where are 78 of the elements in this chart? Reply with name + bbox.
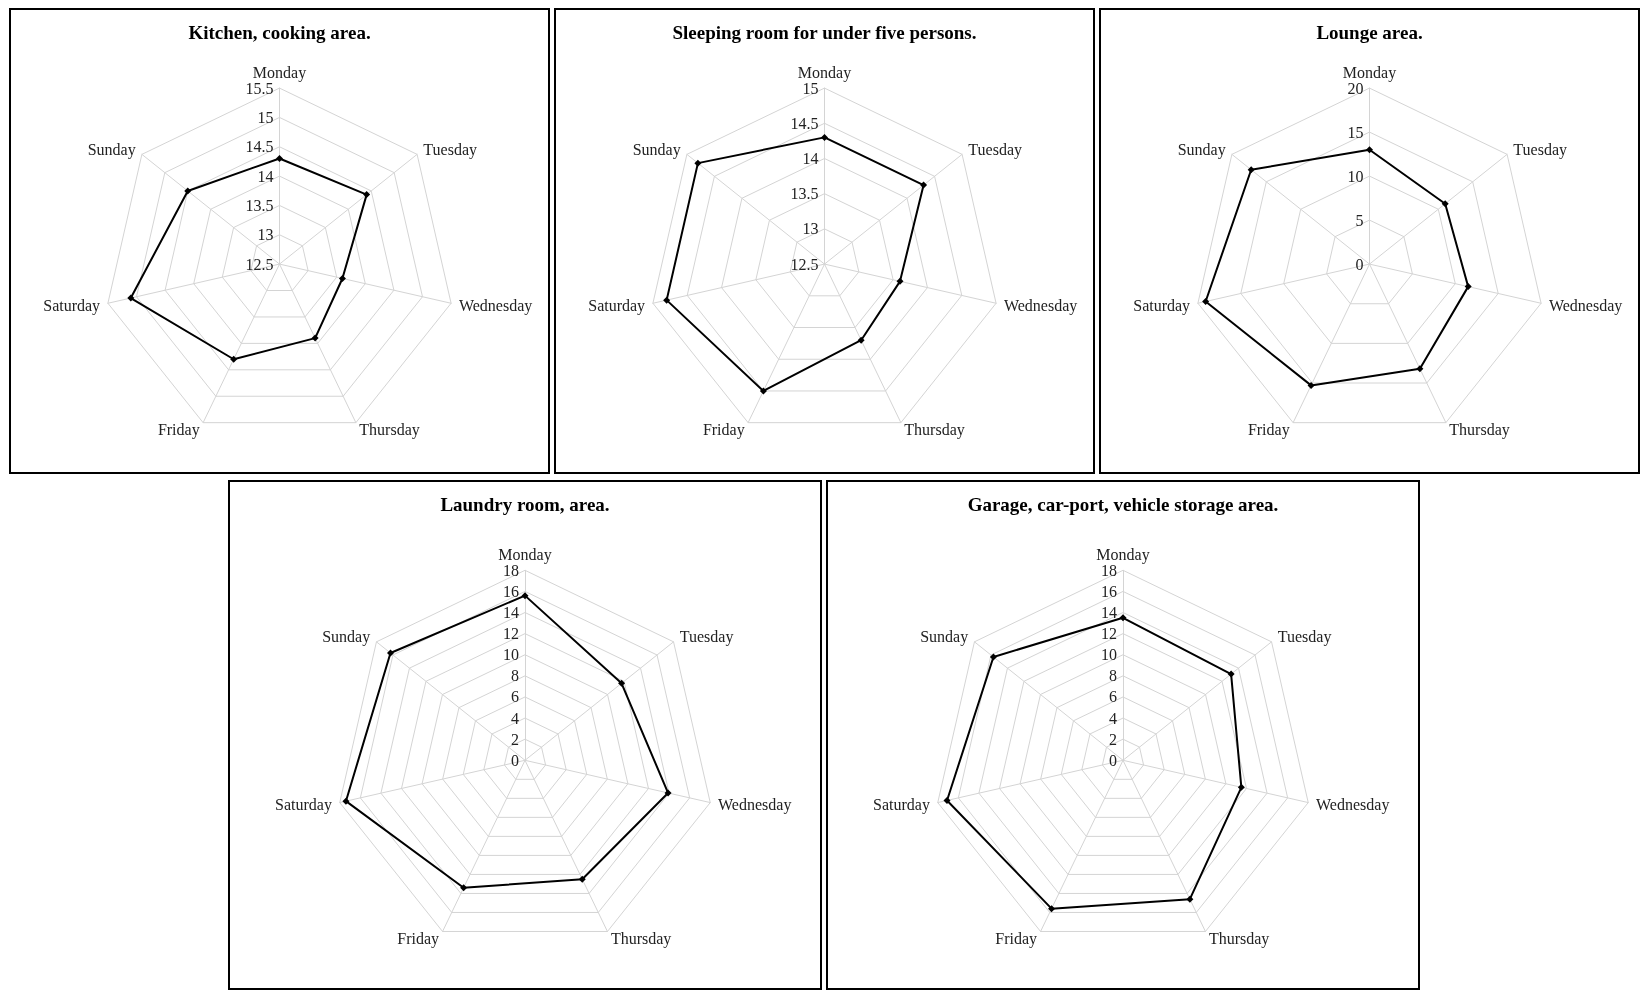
spoke-label: Sunday — [1177, 140, 1226, 159]
y-tick-label: 13 — [257, 226, 273, 244]
y-tick-label: 14 — [802, 150, 818, 167]
spoke-label: Monday — [1096, 545, 1150, 564]
y-tick-label: 16 — [1101, 582, 1117, 600]
spoke-label: Sunday — [322, 628, 371, 647]
spoke-label: Wednesday — [1548, 296, 1622, 315]
y-tick-label: 4 — [1109, 709, 1117, 727]
chart-title: Lounge area. — [1315, 22, 1423, 43]
y-tick-label: 8 — [511, 667, 519, 685]
y-tick-label: 2 — [1109, 730, 1117, 748]
y-tick-label: 15 — [802, 79, 818, 97]
spoke-label: Tuesday — [1277, 628, 1332, 647]
spoke-label: Friday — [157, 421, 200, 440]
spoke-label: Thursday — [358, 421, 420, 440]
y-tick-label: 14 — [1101, 604, 1117, 622]
spoke-label: Friday — [995, 930, 1038, 949]
y-tick-label: 12.5 — [245, 255, 273, 273]
chart-title: Garage, car-port, vehicle storage area. — [967, 494, 1279, 515]
spoke-label: Wednesday — [458, 296, 532, 315]
y-tick-label: 14.5 — [245, 138, 273, 156]
y-tick-label: 18 — [503, 561, 519, 579]
y-tick-label: 8 — [1109, 667, 1117, 685]
spoke-label: Thursday — [610, 930, 672, 949]
y-tick-label: 10 — [1347, 167, 1363, 185]
chart-title: Sleeping room for under five persons. — [671, 22, 977, 43]
y-tick-label: 14.5 — [790, 114, 818, 132]
spoke-label: Tuesday — [422, 140, 477, 159]
spoke-label: Saturday — [42, 296, 100, 315]
spoke-label: Sunday — [920, 628, 969, 647]
y-tick-label: 14 — [503, 604, 519, 622]
y-tick-label: 12.5 — [790, 255, 818, 273]
y-tick-label: 5 — [1355, 211, 1363, 229]
y-tick-label: 6 — [1109, 688, 1117, 706]
y-tick-label: 0 — [511, 751, 519, 769]
y-tick-label: 10 — [1101, 646, 1117, 664]
y-tick-label: 18 — [1101, 561, 1117, 579]
spoke-label: Thursday — [1448, 421, 1510, 440]
y-tick-label: 14 — [257, 167, 273, 185]
spoke-label: Monday — [797, 63, 851, 82]
spoke-label: Thursday — [903, 421, 965, 440]
y-tick-label: 20 — [1347, 79, 1363, 97]
y-tick-label: 15 — [1347, 123, 1363, 141]
y-tick-label: 12 — [503, 625, 519, 643]
spoke-label: Monday — [1342, 63, 1396, 82]
y-tick-label: 12 — [1101, 625, 1117, 643]
chart-title: Laundry room, area. — [440, 494, 610, 515]
y-tick-label: 16 — [503, 582, 519, 600]
y-tick-label: 13.5 — [245, 196, 273, 214]
spoke-label: Thursday — [1208, 930, 1270, 949]
y-tick-label: 6 — [511, 688, 519, 706]
spoke-label: Sunday — [632, 140, 681, 159]
y-tick-label: 4 — [511, 709, 519, 727]
spoke-label: Saturday — [873, 795, 930, 814]
spoke-label: Wednesday — [1316, 795, 1390, 814]
y-tick-label: 15.5 — [245, 79, 273, 97]
spoke-label: Tuesday — [679, 628, 734, 647]
spoke-label: Wednesday — [718, 795, 792, 814]
y-tick-label: 15 — [257, 108, 273, 126]
y-tick-label: 13.5 — [790, 185, 818, 203]
spoke-label: Wednesday — [1003, 296, 1077, 315]
y-tick-label: 0 — [1109, 751, 1117, 769]
spoke-label: Monday — [252, 63, 306, 82]
y-tick-label: 10 — [503, 646, 519, 664]
spoke-label: Saturday — [275, 795, 332, 814]
spoke-label: Sunday — [87, 140, 136, 159]
spoke-label: Friday — [397, 930, 440, 949]
y-tick-label: 13 — [802, 220, 818, 238]
spoke-label: Tuesday — [1512, 140, 1567, 159]
spoke-label: Friday — [1247, 421, 1290, 440]
spoke-label: Saturday — [1132, 296, 1190, 315]
spoke-label: Tuesday — [967, 140, 1022, 159]
spoke-label: Friday — [702, 421, 745, 440]
y-tick-label: 0 — [1355, 255, 1363, 273]
chart-title: Kitchen, cooking area. — [187, 22, 371, 43]
spoke-label: Monday — [498, 545, 552, 564]
spoke-label: Saturday — [587, 296, 645, 315]
y-tick-label: 2 — [511, 730, 519, 748]
